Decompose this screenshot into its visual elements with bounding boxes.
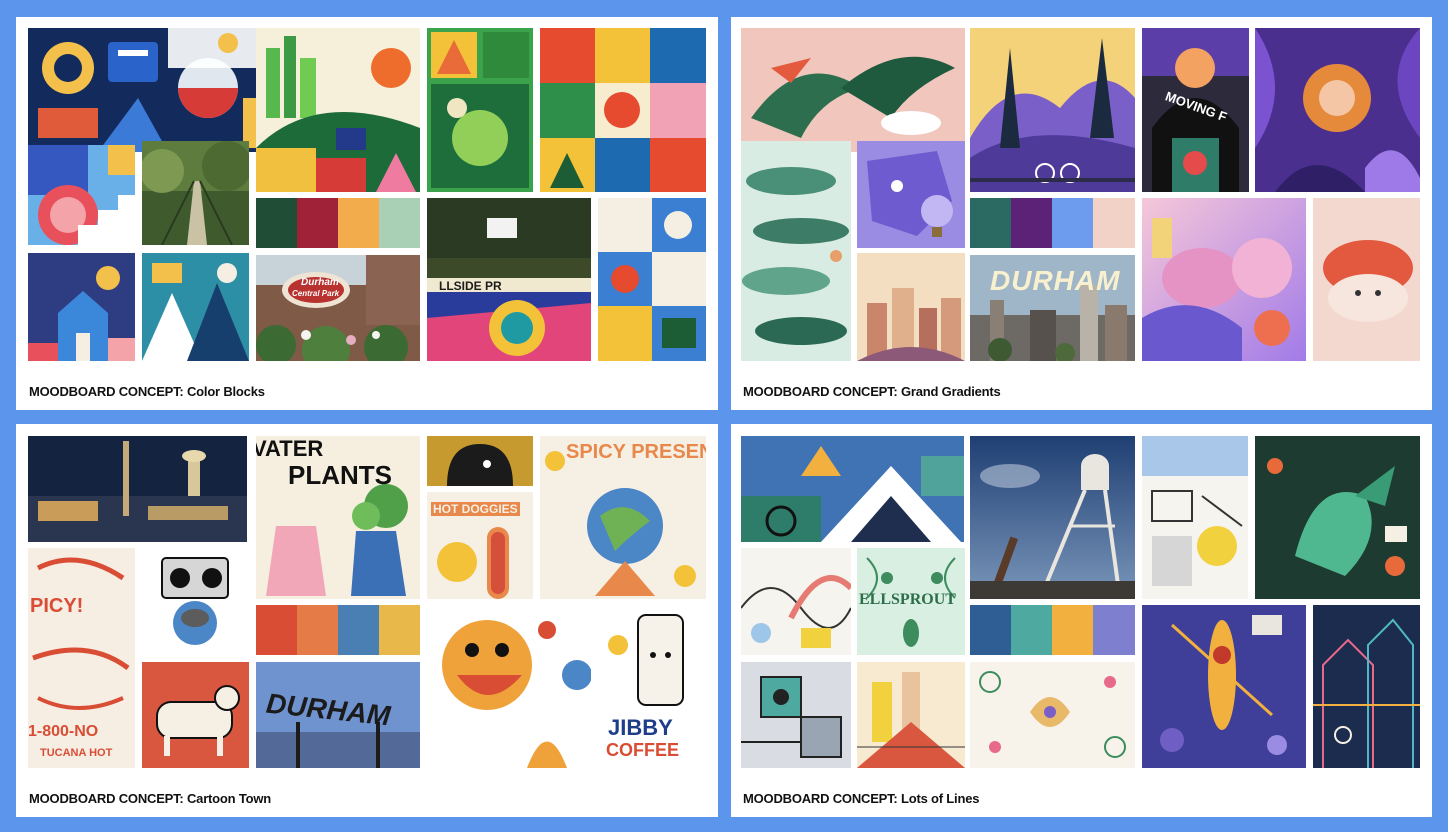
park-sign-text: Durham — [301, 277, 339, 288]
swatch-2 — [297, 198, 338, 248]
pattern-grid-illustration — [540, 28, 706, 192]
durham-sign-photo: DURHAM — [256, 662, 420, 768]
purple-hills-cyclist-illustration — [970, 28, 1135, 192]
court-text: LLSIDE PR — [439, 279, 502, 293]
town-lines-illustration — [857, 662, 965, 768]
robot-machine-illustration — [741, 662, 851, 768]
moodboard-lots-of-lines: ELLSPROUT — [731, 424, 1432, 817]
tiger-stickers-illustration — [427, 605, 591, 768]
kayak-illustration — [1142, 605, 1306, 768]
swatch-1 — [970, 198, 1011, 248]
sprout-text: ELLSPROUT — [859, 591, 956, 608]
swatch-1 — [970, 605, 1011, 655]
swatch-3 — [1052, 198, 1093, 248]
icon-grid-illustration — [427, 28, 533, 192]
night-city-photo — [28, 436, 247, 542]
boombox-raccoon-illustration — [142, 548, 249, 655]
swatch-3 — [1052, 605, 1093, 655]
color-palette — [256, 605, 420, 655]
forest-bridge-photo — [142, 141, 249, 245]
moodboard-caption: MOODBOARD CONCEPT: Lots of Lines — [743, 791, 980, 806]
moodboard-cartoon-town: VATER PLANTS SPICY PRESENT HOT DOGGIES — [16, 424, 718, 817]
color-palette — [970, 198, 1135, 248]
hot-doggies-text: HOT DOGGIES — [431, 502, 520, 516]
swatch-3 — [338, 198, 379, 248]
spicy-lettering-illustration: PICY! 1-800-NO TUCANA HOT — [28, 548, 135, 768]
moodboard-color-blocks: LLSIDE PR — [16, 17, 718, 410]
whales-illustration — [741, 141, 851, 361]
night-house-illustration — [28, 253, 135, 361]
colorful-stairs-illustration — [28, 145, 135, 245]
blue-icons-illustration — [598, 198, 706, 361]
swatch-2 — [1011, 198, 1052, 248]
shell-character-illustration — [1313, 198, 1420, 361]
teal-village-illustration — [142, 253, 249, 361]
durham-central-park-photo: Durham Central Park — [256, 255, 420, 361]
swatch-4 — [1093, 198, 1135, 248]
line-art-tech-illustration — [1142, 436, 1248, 599]
jibby-coffee-illustration: JIBBY COFFEE — [598, 605, 706, 768]
town-illustration — [857, 253, 965, 361]
hot-doggies-illustration: HOT DOGGIES — [427, 492, 533, 599]
moodboard-caption: MOODBOARD CONCEPT: Cartoon Town — [29, 791, 271, 806]
jibby-text: JIBBY — [608, 715, 673, 740]
color-palette — [970, 605, 1135, 655]
moth-pattern-illustration — [970, 662, 1135, 768]
abstract-tech-illustration — [28, 28, 265, 152]
swatch-2 — [1011, 605, 1052, 655]
basketball-court-photo: LLSIDE PR — [427, 198, 591, 361]
balloon-map-illustration — [857, 141, 965, 248]
swatch-1 — [256, 605, 297, 655]
durham-skyline-photo: DURHAM — [970, 255, 1135, 361]
green-dragon-illustration — [1255, 436, 1420, 599]
park-sign-text-2: Central Park — [292, 289, 340, 298]
swatch-1 — [256, 198, 297, 248]
swatch-4 — [1093, 605, 1135, 655]
plants-text-2: PLANTS — [288, 460, 392, 490]
birds-illustration — [741, 28, 965, 152]
spicy-present-illustration: SPICY PRESENT — [540, 436, 706, 599]
moodboard-caption: MOODBOARD CONCEPT: Grand Gradients — [743, 384, 1001, 399]
swatch-4 — [379, 198, 420, 248]
gradient-shapes-illustration — [1142, 198, 1306, 361]
water-tower-photo — [970, 436, 1135, 599]
purple-leaves-illustration — [1255, 28, 1420, 192]
spicy-present-text: SPICY PRESENT — [566, 441, 706, 463]
color-palette — [256, 198, 420, 248]
swatch-3 — [338, 605, 379, 655]
sprout-illustration: ELLSPROUT — [857, 548, 965, 655]
tucana-text: 1-800-NO — [28, 723, 99, 740]
water-plants-illustration: VATER PLANTS — [256, 436, 420, 599]
moodboard-grand-gradients: MOVING F — [731, 17, 1432, 410]
line-landscape-illustration — [741, 548, 851, 655]
dog-illustration — [142, 662, 249, 768]
tucana-text-2: TUCANA HOT — [40, 747, 113, 759]
coffee-text: COFFEE — [606, 740, 680, 760]
plants-text-1: VATER — [256, 436, 324, 461]
swatch-4 — [379, 605, 420, 655]
dark-character-illustration — [427, 436, 533, 486]
moving-forward-illustration: MOVING F — [1142, 28, 1249, 192]
spicy-text: PICY! — [30, 595, 84, 617]
mountain-cabin-illustration — [741, 436, 964, 542]
durham-text: DURHAM — [990, 265, 1121, 296]
line-pattern-buildings-illustration — [1313, 605, 1420, 768]
swatch-2 — [297, 605, 338, 655]
moodboard-caption: MOODBOARD CONCEPT: Color Blocks — [29, 384, 265, 399]
city-skyline-illustration — [256, 28, 420, 192]
